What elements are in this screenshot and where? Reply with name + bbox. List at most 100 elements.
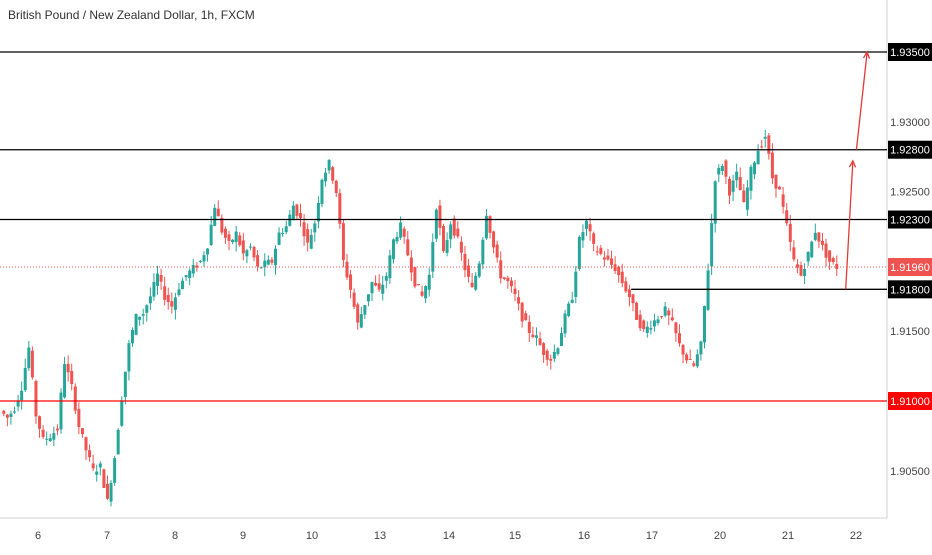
candle-body xyxy=(534,335,538,338)
candle-body xyxy=(41,429,45,437)
candle-body xyxy=(499,260,503,279)
candle-body xyxy=(5,414,9,418)
candle-body xyxy=(306,229,310,243)
candle-body xyxy=(509,280,513,287)
candle-body xyxy=(645,326,649,333)
candle-body xyxy=(63,364,67,398)
candle-body xyxy=(767,135,771,154)
y-tick-label: 1.93000 xyxy=(890,117,930,129)
candle-body xyxy=(324,172,328,182)
candle-body xyxy=(456,228,460,237)
candle-body xyxy=(602,257,606,260)
candle-body xyxy=(774,174,778,189)
candle-body xyxy=(20,390,24,401)
x-tick-label: 22 xyxy=(850,530,862,542)
candle-body xyxy=(173,297,177,310)
candle-body xyxy=(409,257,413,273)
candle-body xyxy=(681,344,685,355)
candle-body xyxy=(506,277,510,282)
candle-body xyxy=(724,160,728,177)
candle-body xyxy=(23,367,27,391)
x-tick-label: 9 xyxy=(240,530,246,542)
candle-body xyxy=(291,205,295,221)
candle-body xyxy=(627,289,631,298)
candle-body xyxy=(263,260,267,268)
candle-body xyxy=(238,235,242,246)
candle-body xyxy=(488,216,492,233)
candle-body xyxy=(191,264,195,274)
x-tick-label: 13 xyxy=(374,530,386,542)
candle-body xyxy=(470,282,474,287)
candle-body xyxy=(148,296,152,304)
candle-body xyxy=(70,370,74,385)
candle-body xyxy=(660,316,664,318)
y-tick-label: 1.90500 xyxy=(890,466,930,478)
projection-arrow-0[interactable] xyxy=(845,160,854,290)
candle-body xyxy=(223,228,227,238)
candle-body xyxy=(745,187,749,210)
candle-body xyxy=(359,314,363,328)
candle-body xyxy=(95,471,99,475)
candle-body xyxy=(152,281,156,297)
candle-body xyxy=(27,347,31,369)
candle-body xyxy=(188,270,192,279)
candle-body xyxy=(699,341,703,355)
candle-body xyxy=(749,166,753,191)
candle-body xyxy=(181,280,185,290)
candle-body xyxy=(617,266,621,276)
x-tick-label: 16 xyxy=(578,530,590,542)
candle-body xyxy=(374,282,378,286)
projection-arrow-1[interactable] xyxy=(855,51,868,150)
x-tick-label: 21 xyxy=(782,530,794,542)
candle-body xyxy=(413,267,417,287)
candle-body xyxy=(720,165,724,172)
candle-body xyxy=(803,268,807,277)
candle-body xyxy=(77,408,81,428)
candle-body xyxy=(735,171,739,181)
candle-body xyxy=(753,162,757,175)
candle-body xyxy=(585,220,589,229)
candle-body xyxy=(141,314,145,316)
candle-body xyxy=(688,359,692,361)
candle-body xyxy=(130,330,134,344)
candle-body xyxy=(138,316,142,320)
candle-body xyxy=(663,306,667,316)
candle-body xyxy=(184,275,188,278)
x-tick-label: 15 xyxy=(509,530,521,542)
candle-body xyxy=(48,438,52,442)
candle-body xyxy=(209,224,213,246)
candle-body xyxy=(73,386,77,411)
candle-body xyxy=(252,246,256,258)
level-label-box-1.92800 xyxy=(888,140,932,159)
candle-body xyxy=(284,226,288,233)
candle-body xyxy=(742,190,746,202)
candle-body xyxy=(424,286,428,299)
candle-body xyxy=(248,246,252,248)
candle-body xyxy=(156,273,160,286)
candle-body xyxy=(234,231,238,243)
candle-body xyxy=(88,450,92,458)
candle-body xyxy=(813,232,817,240)
candle-body xyxy=(559,333,563,347)
x-tick-label: 8 xyxy=(172,530,178,542)
candle-body xyxy=(395,236,399,242)
candle-body xyxy=(266,259,270,265)
candle-body xyxy=(45,438,49,440)
candle-body xyxy=(9,413,13,418)
candle-body xyxy=(288,214,292,226)
candle-body xyxy=(577,236,581,269)
candle-body xyxy=(713,181,717,224)
x-tick-label: 20 xyxy=(714,530,726,542)
candle-body xyxy=(434,209,438,239)
current-price-label: 1.91960 xyxy=(890,262,930,274)
candle-body xyxy=(520,302,524,322)
level-label-1.91000: 1.91000 xyxy=(890,396,930,408)
candle-body xyxy=(166,295,170,303)
candle-body xyxy=(495,244,499,258)
candle-body xyxy=(760,146,764,148)
candle-body xyxy=(806,251,810,262)
candle-body xyxy=(163,286,167,300)
candle-body xyxy=(302,222,306,237)
